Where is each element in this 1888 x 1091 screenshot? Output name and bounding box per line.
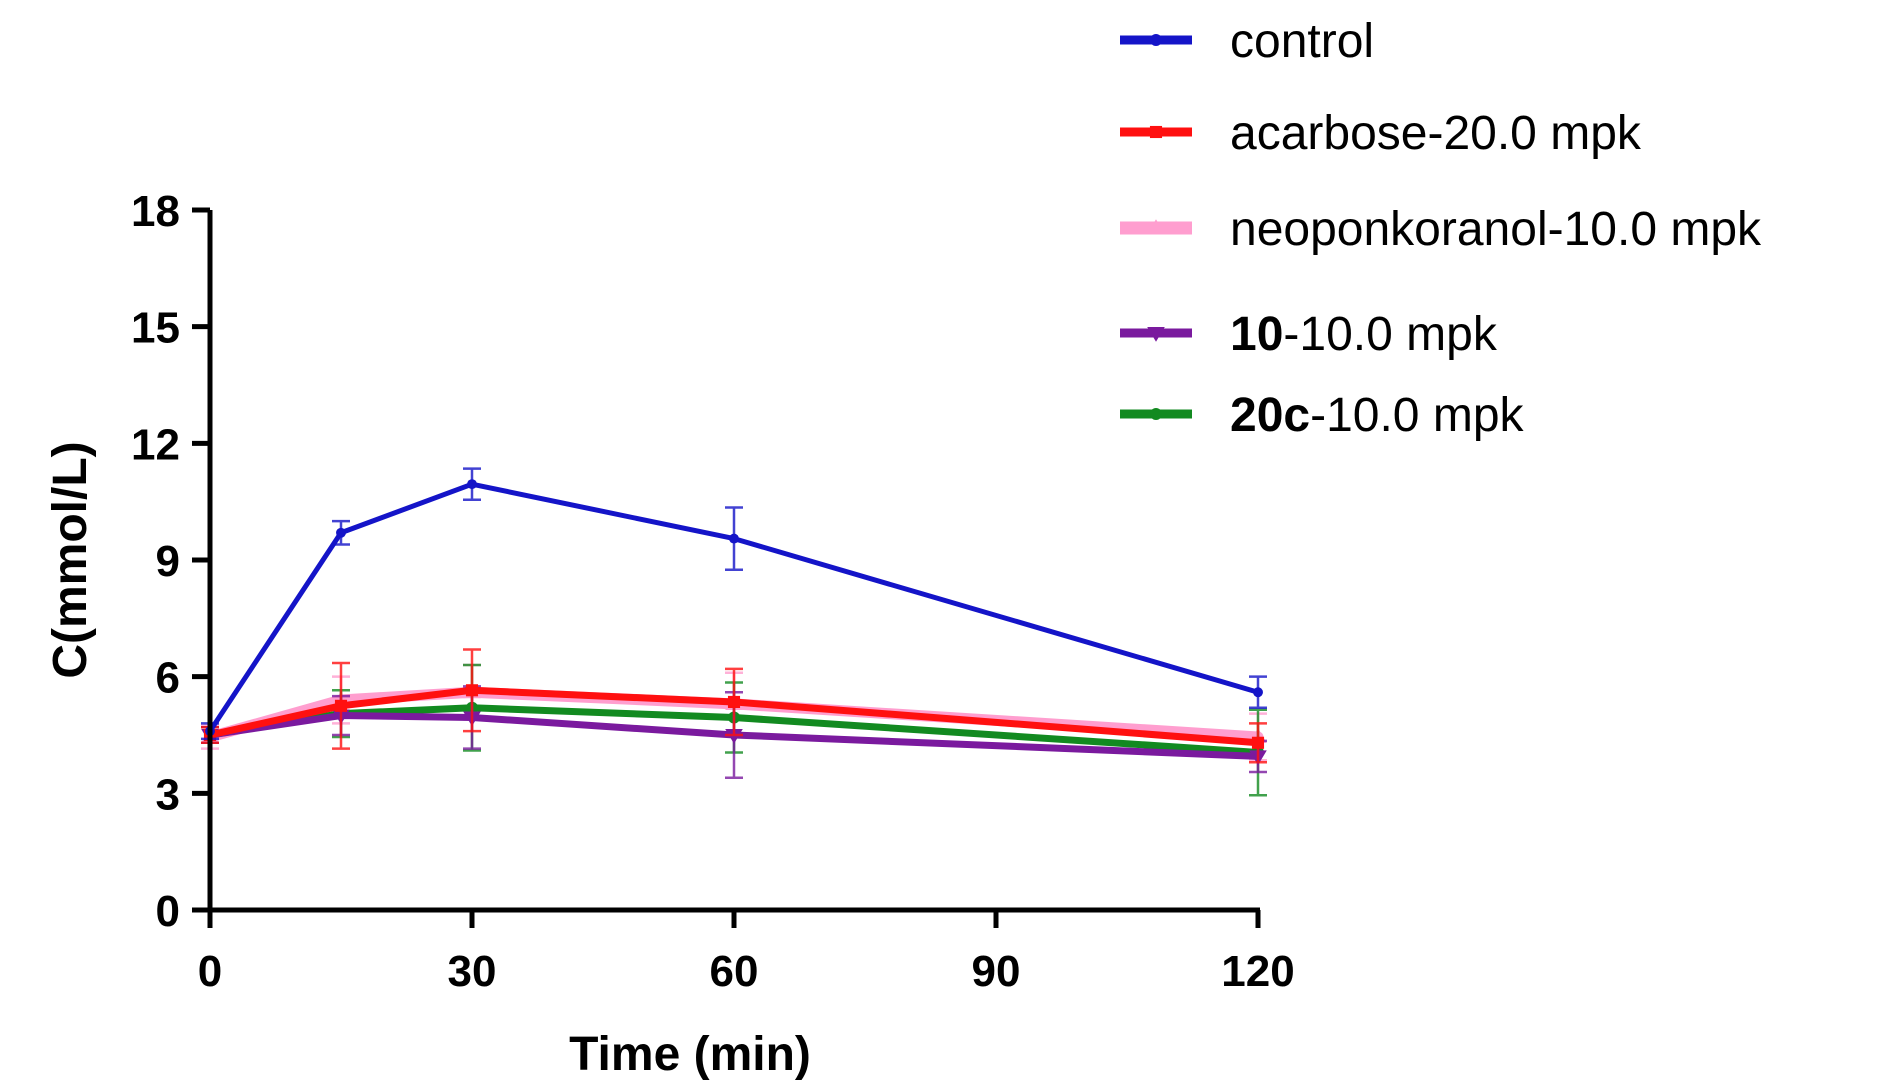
y-axis-title: C(mmol/L) [44, 441, 97, 678]
data-point [1251, 736, 1265, 749]
y-tick-label: 6 [156, 654, 180, 703]
y-tick-label: 9 [156, 537, 180, 586]
legend-label: 20c-10.0 mpk [1230, 389, 1525, 442]
legend-marker [1149, 33, 1163, 47]
y-tick-label: 12 [131, 420, 180, 469]
legend-label-text: -10.0 mpk [1283, 308, 1497, 361]
y-tick-label: 18 [131, 187, 180, 236]
legend-item: control [1120, 15, 1374, 68]
legend-marker [1149, 407, 1163, 421]
legend-item: 20c-10.0 mpk [1120, 389, 1525, 442]
legend-label: acarbose-20.0 mpk [1230, 107, 1642, 160]
legend-label-text: control [1230, 15, 1374, 68]
series-layer [201, 467, 1267, 797]
data-point [336, 527, 346, 538]
legend-marker [1147, 326, 1165, 342]
x-axis-title: Time (min) [569, 1028, 811, 1081]
x-tick-label: 120 [1221, 947, 1294, 996]
legend: control acarbose-20.0 mpk neoponkoranol-10… [1120, 15, 1762, 442]
y-tick-label: 15 [131, 304, 180, 353]
legend-label-bold: 20c [1230, 389, 1310, 442]
x-tick-label: 90 [972, 947, 1021, 996]
x-tick-label: 60 [710, 947, 759, 996]
y-tick-label: 3 [156, 770, 180, 819]
legend-label: 10-10.0 mpk [1230, 308, 1498, 361]
legend-marker [1149, 125, 1163, 139]
ticks: 0 30 60 90 120 0 3 6 9 12 15 18 [131, 187, 1295, 996]
legend-item: neoponkoranol-10.0 mpk [1120, 203, 1762, 256]
legend-label-text: neoponkoranol-10.0 mpk [1230, 203, 1762, 256]
legend-label-bold: 10 [1230, 308, 1283, 361]
legend-item: acarbose-20.0 mpk [1120, 107, 1642, 160]
legend-label-text: acarbose-20.0 mpk [1230, 107, 1642, 160]
data-point [729, 533, 739, 544]
x-tick-label: 0 [198, 947, 222, 996]
data-point [465, 684, 479, 697]
data-point [727, 695, 741, 708]
legend-label: control [1230, 15, 1374, 68]
legend-label-text: -10.0 mpk [1310, 389, 1524, 442]
y-tick-label: 0 [156, 887, 180, 936]
data-point [1253, 687, 1263, 698]
legend-label: neoponkoranol-10.0 mpk [1230, 203, 1762, 256]
legend-item: 10-10.0 mpk [1120, 308, 1498, 361]
data-point [725, 728, 743, 744]
data-point [334, 699, 348, 712]
legend-marker [1147, 219, 1165, 235]
series-0 [201, 467, 1267, 741]
data-point [467, 479, 477, 490]
x-tick-label: 30 [448, 947, 497, 996]
